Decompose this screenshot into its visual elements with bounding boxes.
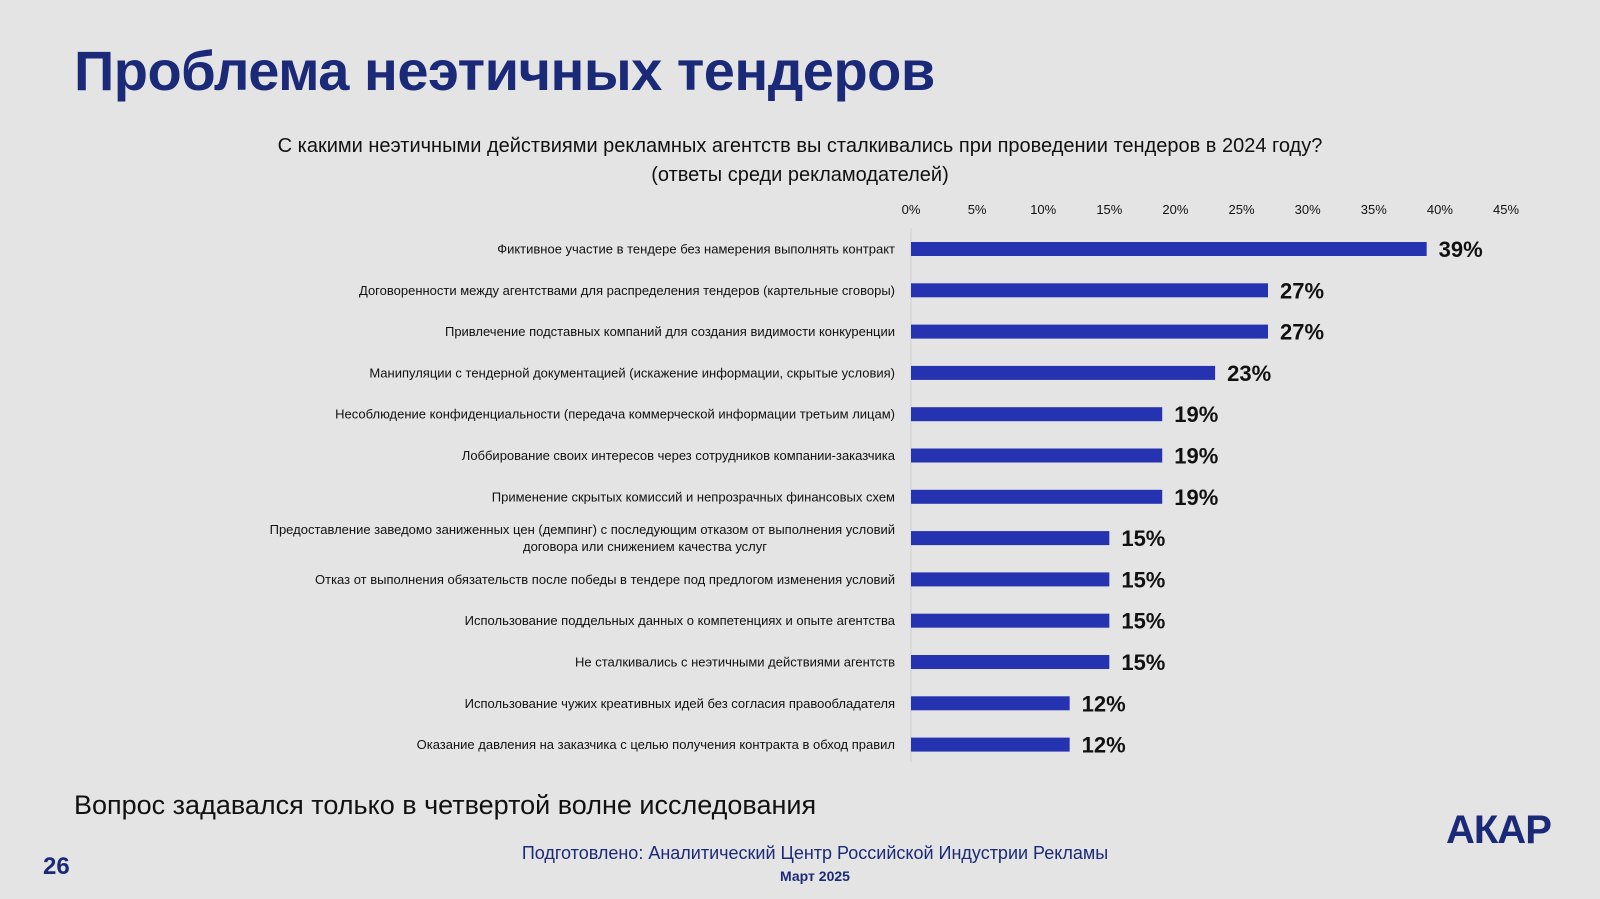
category-label: Лоббирование своих интересов через сотру… bbox=[462, 448, 896, 463]
x-tick-label: 35% bbox=[1361, 202, 1387, 217]
category-label: Использование чужих креативных идей без … bbox=[465, 696, 895, 711]
value-label: 27% bbox=[1280, 320, 1324, 345]
category-label: Несоблюдение конфиденциальности (передач… bbox=[335, 407, 895, 422]
x-tick-label: 0% bbox=[902, 202, 921, 217]
value-label: 15% bbox=[1121, 609, 1165, 634]
bar bbox=[911, 448, 1163, 463]
bar bbox=[911, 407, 1163, 422]
value-label: 19% bbox=[1174, 402, 1218, 427]
slide-title: Проблема неэтичных тендеров bbox=[74, 39, 935, 102]
value-label: 12% bbox=[1082, 733, 1126, 758]
value-label: 27% bbox=[1280, 278, 1324, 303]
value-label: 19% bbox=[1174, 444, 1218, 469]
x-tick-label: 30% bbox=[1295, 202, 1321, 217]
category-label: Использование поддельных данных о компет… bbox=[465, 613, 896, 628]
category-label: Предоставление заведомо заниженных цен (… bbox=[270, 522, 895, 537]
credit-line: Подготовлено: Аналитический Центр Россий… bbox=[521, 843, 1109, 863]
category-label: договора или снижением качества услуг bbox=[523, 539, 767, 554]
category-label: Применение скрытых комиссий и непрозрачн… bbox=[492, 489, 895, 504]
bar bbox=[911, 242, 1427, 256]
akar-logo: АКАР bbox=[1446, 808, 1552, 852]
value-label: 23% bbox=[1227, 361, 1271, 386]
category-label: Манипуляции с тендерной документацией (и… bbox=[369, 365, 895, 380]
bar bbox=[911, 324, 1268, 339]
value-label: 15% bbox=[1121, 526, 1165, 551]
chart-question-line2: (ответы среди рекламодателей) bbox=[651, 164, 949, 186]
bar bbox=[911, 572, 1110, 587]
bar bbox=[911, 696, 1070, 711]
value-label: 19% bbox=[1174, 485, 1218, 510]
page-number: 26 bbox=[43, 853, 70, 880]
footnote: Вопрос задавался только в четвертой волн… bbox=[74, 790, 817, 820]
value-label: 39% bbox=[1439, 237, 1483, 262]
category-label: Отказ от выполнения обязательств после п… bbox=[315, 572, 895, 587]
x-tick-label: 10% bbox=[1030, 202, 1056, 217]
credit-date: Март 2025 bbox=[780, 868, 850, 884]
chart-question-line1: С какими неэтичными действиями рекламных… bbox=[277, 135, 1323, 157]
x-tick-label: 45% bbox=[1493, 202, 1519, 217]
bar bbox=[911, 365, 1216, 380]
category-label: Привлечение подставных компаний для созд… bbox=[445, 324, 895, 339]
category-label: Договоренности между агентствами для рас… bbox=[359, 283, 895, 298]
x-tick-label: 40% bbox=[1427, 202, 1453, 217]
chart-question: С какими неэтичными действиями рекламных… bbox=[180, 132, 1420, 190]
bar bbox=[911, 283, 1268, 298]
x-tick-label: 5% bbox=[968, 202, 987, 217]
bar bbox=[911, 531, 1110, 546]
category-label: Оказание давления на заказчика с целью п… bbox=[417, 737, 895, 752]
value-label: 15% bbox=[1121, 567, 1165, 592]
x-tick-label: 15% bbox=[1096, 202, 1122, 217]
bar bbox=[911, 655, 1110, 669]
x-tick-label: 20% bbox=[1162, 202, 1188, 217]
bar bbox=[911, 489, 1163, 504]
category-label: Фиктивное участие в тендере без намерени… bbox=[497, 242, 895, 257]
bar bbox=[911, 737, 1070, 752]
value-label: 15% bbox=[1121, 650, 1165, 675]
bar bbox=[911, 613, 1110, 628]
value-label: 12% bbox=[1082, 691, 1126, 716]
x-tick-label: 25% bbox=[1229, 202, 1255, 217]
category-label: Не сталкивались с неэтичными действиями … bbox=[575, 655, 895, 670]
